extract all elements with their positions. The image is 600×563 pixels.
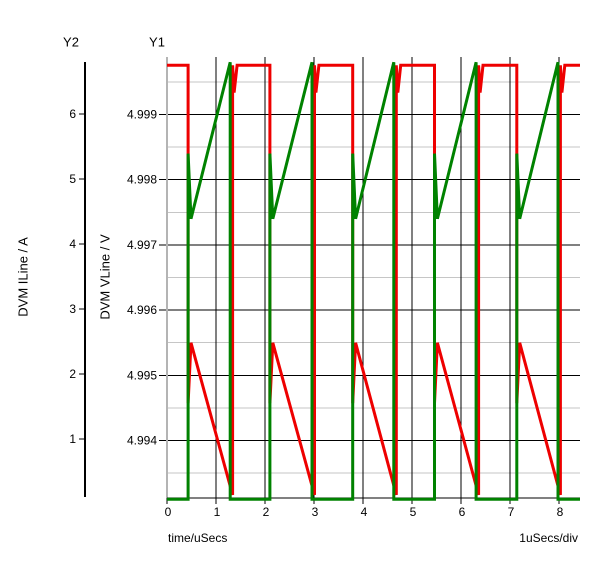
x-tick-label: 4	[361, 505, 368, 519]
x-axis-label: time/uSecs	[168, 531, 228, 545]
y1-tick-label: 4.999	[127, 107, 157, 121]
y2-tick-label: 6	[69, 107, 76, 121]
y2-tick-label: 2	[69, 367, 76, 381]
y2-axis-title: DVM ILine / A	[15, 237, 31, 317]
x-tick-label: 6	[459, 505, 466, 519]
y1-axis-title: DVM VLine / V	[97, 234, 113, 320]
y1-tick-label: 4.997	[127, 238, 157, 252]
y2-tick-label: 1	[69, 432, 76, 446]
x-tick-label: 1	[214, 505, 221, 519]
y2-tick-label: 5	[69, 172, 76, 186]
x-tick-label: 7	[508, 505, 515, 519]
y1-tick-label: 4.996	[127, 303, 157, 317]
y2-tick-label: 4	[69, 237, 76, 251]
x-tick-label: 8	[557, 505, 564, 519]
dvm-vline-trace[interactable]	[167, 61, 580, 501]
x-tick-label: 2	[263, 505, 270, 519]
x-tick-label: 0	[165, 505, 172, 519]
y1-tick-label: 4.998	[127, 173, 157, 187]
y1-axis-header: Y1	[149, 34, 165, 50]
y2-tick-label: 3	[69, 302, 76, 316]
x-tick-label: 5	[410, 505, 417, 519]
y1-tick-label: 4.995	[127, 368, 157, 382]
x-tick-label: 3	[312, 505, 319, 519]
y2-axis-header: Y2	[63, 34, 79, 50]
y1-tick-label: 4.994	[127, 434, 157, 448]
x-axis-scale-note: 1uSecs/div	[519, 531, 578, 545]
